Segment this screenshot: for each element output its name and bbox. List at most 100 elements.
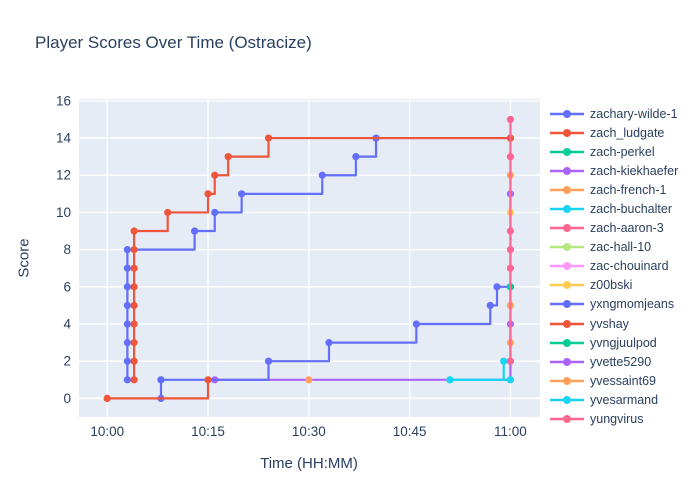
legend-item-yvesarmand[interactable]: yvesarmand bbox=[550, 390, 698, 409]
x-tick-label: 11:00 bbox=[494, 424, 527, 439]
series-marker-yxngmomjeans bbox=[325, 339, 333, 347]
series-marker-yxngmomjeans bbox=[157, 376, 165, 384]
legend-swatch-icon bbox=[550, 147, 584, 156]
x-tick-label: 10:00 bbox=[90, 424, 124, 439]
legend-item-zach-french-1[interactable]: zach-french-1 bbox=[550, 180, 698, 199]
x-tick-label: 10:45 bbox=[393, 424, 427, 439]
series-marker-yungvirus bbox=[506, 357, 515, 365]
series-marker-zachary-wilde-1 bbox=[123, 283, 131, 291]
series-line-yvshay bbox=[107, 379, 210, 400]
legend: zachary-wilde-1 zach_ludgate zach-perkel za… bbox=[550, 104, 698, 426]
legend-label: zac-chouinard bbox=[590, 259, 669, 274]
legend-swatch-icon bbox=[550, 376, 584, 385]
legend-swatch-icon bbox=[550, 338, 584, 347]
y-tick-label: 4 bbox=[63, 317, 71, 332]
series-marker-zachary-wilde-1 bbox=[352, 153, 360, 161]
legend-swatch-icon bbox=[550, 109, 584, 118]
series-marker-yvshay bbox=[103, 394, 111, 403]
series-marker-zachary-wilde-1 bbox=[123, 339, 131, 347]
legend-item-zac-hall-10[interactable]: zac-hall-10 bbox=[550, 238, 698, 257]
legend-item-yxngmomjeans[interactable]: yxngmomjeans bbox=[550, 295, 698, 314]
series-marker-yvesarmand bbox=[500, 357, 508, 365]
legend-item-zachary-wilde-1[interactable]: zachary-wilde-1 bbox=[550, 104, 698, 123]
series-marker-yxngmomjeans bbox=[412, 320, 420, 328]
y-tick-label: 14 bbox=[56, 131, 72, 146]
legend-item-zach-aaron-3[interactable]: zach-aaron-3 bbox=[550, 219, 698, 238]
legend-label: zachary-wilde-1 bbox=[590, 106, 678, 121]
series-line-zachary-wilde-1 bbox=[126, 136, 511, 380]
series-marker-zachary-wilde-1 bbox=[318, 171, 326, 179]
legend-item-zach-perkel[interactable]: zach-perkel bbox=[550, 142, 698, 161]
legend-label: yvngjuulpod bbox=[590, 335, 657, 350]
legend-item-zach-kiekhaefer[interactable]: zach-kiekhaefer bbox=[550, 161, 698, 180]
series-marker-yungvirus bbox=[506, 227, 515, 235]
series-marker-zachary-wilde-1 bbox=[211, 208, 219, 217]
legend-item-yvngjuulpod[interactable]: yvngjuulpod bbox=[550, 333, 698, 352]
y-tick-label: 6 bbox=[63, 279, 71, 294]
legend-item-yungvirus[interactable]: yungvirus bbox=[550, 410, 698, 426]
y-tick-label: 8 bbox=[63, 242, 71, 257]
series-marker-yxngmomjeans bbox=[264, 357, 273, 365]
series-marker-zach_ludgate bbox=[130, 357, 138, 365]
x-axis-title: Time (HH:MM) bbox=[260, 455, 358, 472]
series-line-yxngmomjeans bbox=[159, 285, 511, 399]
legend-label: zach_ludgate bbox=[590, 125, 665, 140]
series-marker-zach_ludgate bbox=[130, 227, 138, 235]
series-marker-zach_ludgate bbox=[264, 134, 273, 142]
legend-item-zach-buchalter[interactable]: zach-buchalter bbox=[550, 199, 698, 218]
legend-item-z00bski[interactable]: z00bski bbox=[550, 276, 698, 295]
legend-label: zac-hall-10 bbox=[590, 240, 652, 255]
series-marker-zach_ludgate bbox=[130, 301, 138, 310]
legend-label: zach-perkel bbox=[590, 144, 655, 159]
legend-item-yvessaint69[interactable]: yvessaint69 bbox=[550, 371, 698, 390]
y-tick-label: 16 bbox=[56, 93, 71, 108]
legend-swatch-icon bbox=[550, 357, 584, 366]
legend-label: yxngmomjeans bbox=[590, 297, 675, 312]
legend-label: yvette5290 bbox=[590, 354, 652, 369]
series-marker-yungvirus bbox=[506, 246, 515, 254]
legend-label: yvesarmand bbox=[590, 392, 659, 407]
series-marker-zachary-wilde-1 bbox=[190, 227, 199, 235]
series-marker-zach_ludgate bbox=[204, 190, 212, 198]
legend-swatch-icon bbox=[550, 262, 584, 271]
legend-swatch-icon bbox=[550, 281, 584, 290]
legend-item-yvette5290[interactable]: yvette5290 bbox=[550, 352, 698, 371]
series-marker-zach_ludgate bbox=[130, 246, 138, 254]
legend-swatch-icon bbox=[550, 300, 584, 309]
series-marker-yxngmomjeans bbox=[493, 283, 501, 291]
x-tick-label: 10:15 bbox=[191, 424, 225, 439]
series-marker-zach_ludgate bbox=[211, 171, 219, 179]
legend-item-zach_ludgate[interactable]: zach_ludgate bbox=[550, 123, 698, 142]
legend-swatch-icon bbox=[550, 128, 584, 137]
series-marker-yvesarmand bbox=[446, 376, 454, 384]
series-marker-zachary-wilde-1 bbox=[123, 264, 131, 272]
series-marker-zachary-wilde-1 bbox=[123, 301, 131, 310]
legend-label: zach-french-1 bbox=[590, 182, 667, 197]
series-marker-yvshay bbox=[204, 376, 212, 384]
series-marker-zachary-wilde-1 bbox=[123, 357, 131, 365]
series-marker-yungvirus bbox=[506, 115, 515, 124]
legend-label: z00bski bbox=[590, 278, 633, 293]
legend-label: yvshay bbox=[590, 316, 629, 331]
legend-label: zach-kiekhaefer bbox=[590, 163, 679, 178]
legend-swatch-icon bbox=[550, 185, 584, 194]
series-marker-zachary-wilde-1 bbox=[123, 376, 131, 384]
series-marker-zach_ludgate bbox=[130, 264, 138, 272]
series-marker-zachary-wilde-1 bbox=[123, 320, 131, 328]
series-marker-zach-buchalter bbox=[506, 376, 515, 384]
series-marker-zach_ludgate bbox=[224, 153, 232, 161]
chart-title: Player Scores Over Time (Ostracize) bbox=[35, 33, 312, 52]
legend-item-zac-chouinard[interactable]: zac-chouinard bbox=[550, 257, 698, 276]
legend-label: zach-buchalter bbox=[590, 202, 672, 217]
plot-background bbox=[79, 99, 540, 417]
legend-swatch-icon bbox=[550, 205, 584, 214]
series-marker-zach_ludgate bbox=[130, 320, 138, 328]
legend-swatch-icon bbox=[550, 166, 584, 175]
y-tick-label: 0 bbox=[63, 391, 71, 406]
series-marker-zachary-wilde-1 bbox=[123, 246, 131, 254]
series-marker-zach_ludgate bbox=[130, 283, 138, 291]
legend-item-yvshay[interactable]: yvshay bbox=[550, 314, 698, 333]
series-marker-zach_ludgate bbox=[130, 339, 138, 347]
